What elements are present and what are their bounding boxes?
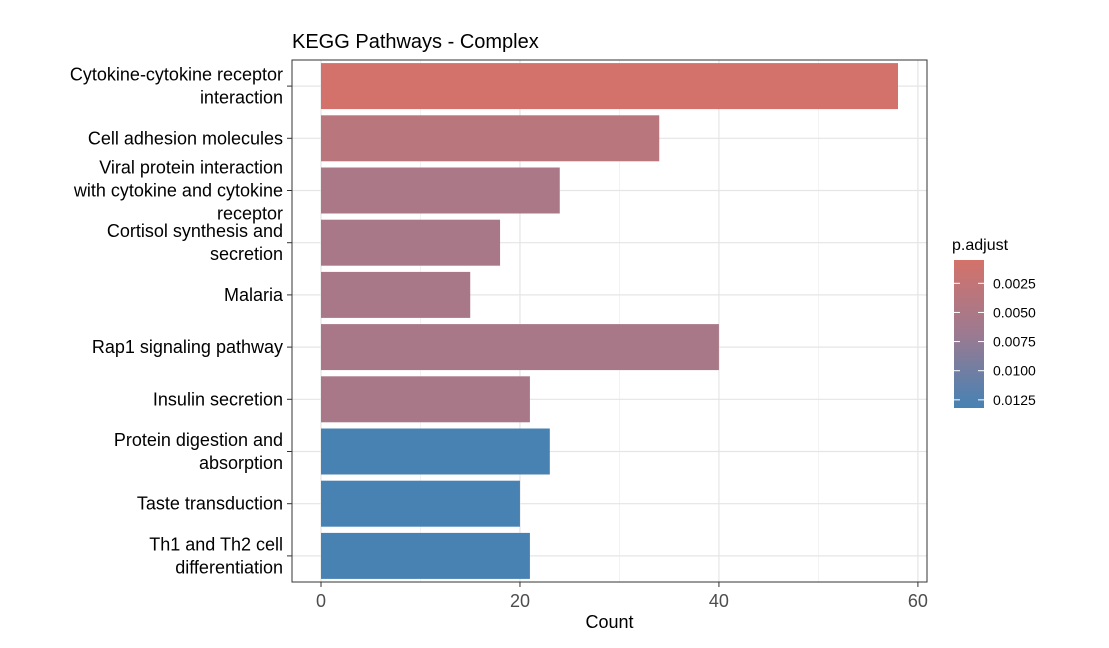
bar [321,219,501,266]
bar [321,376,530,423]
y-tick-label: Cortisol synthesis and secretion [107,221,283,264]
y-tick-label: Insulin secretion [153,389,283,409]
y-tick-label-line: differentiation [175,557,283,577]
y-tick-label-line: Insulin secretion [153,389,283,409]
x-axis: 0 20 40 60 [316,582,928,611]
y-tick-label: Rap1 signaling pathway [92,337,283,357]
y-tick-label-line: Cortisol synthesis and [107,221,283,241]
y-tick-label-line: with cytokine and cytokine [73,181,283,201]
y-tick-label-line: Viral protein interaction [99,158,283,178]
legend-title: p.adjust [952,237,1009,254]
y-tick-label: Th1 and Th2 cell differentiation [149,534,283,577]
bars [321,63,898,579]
y-tick-label-line: secretion [210,244,283,264]
colorbar-tick-label: 0.0050 [993,304,1036,320]
y-tick-label-line: Cytokine-cytokine receptor [70,65,283,85]
bar [321,324,719,371]
colorbar-tick-label: 0.0075 [993,334,1036,350]
plot-border [291,59,928,583]
y-tick-label-line: absorption [199,453,283,473]
y-tick-label-line: receptor [217,204,283,224]
x-tick-label: 0 [316,591,326,611]
x-axis-title: Count [585,612,633,632]
chart-title: KEGG Pathways - Complex [292,31,539,53]
y-tick-label-line: Malaria [224,285,284,305]
y-tick-label: Protein digestion and absorption [114,430,283,473]
x-tick-label: 20 [510,591,530,611]
color-legend: p.adjust 0.0025 0.0050 0.0075 0.0100 0.0125 [952,237,1036,408]
colorbar [954,260,984,408]
y-tick-label-line: Rap1 signaling pathway [92,337,283,357]
bar [321,167,560,214]
y-tick-label: Viral protein interaction with cytokine a… [73,158,283,224]
y-tick-label-line: Taste transduction [137,494,283,514]
y-tick-label-line: interaction [200,88,283,108]
y-tick-label: Malaria [224,285,284,305]
x-tick-label: 60 [908,591,928,611]
y-tick-label-line: Cell adhesion molecules [88,128,283,148]
bar [321,63,898,110]
y-tick-label: Cytokine-cytokine receptor interaction [70,65,283,108]
bar [321,428,550,475]
colorbar-tick-label: 0.0125 [993,392,1036,408]
y-tick-label-line: Th1 and Th2 cell [149,534,283,554]
bar [321,480,520,527]
bar [321,532,530,579]
y-tick-label-line: Protein digestion and [114,430,283,450]
y-tick-label: Taste transduction [137,494,283,514]
x-tick-label: 40 [709,591,729,611]
colorbar-tick-label: 0.0025 [993,275,1036,291]
colorbar-tick-label: 0.0100 [993,363,1036,379]
y-axis-labels: Cytokine-cytokine receptor interaction Cel… [70,65,292,577]
bar [321,271,471,318]
bar [321,115,660,162]
colorbar-ticks: 0.0025 0.0050 0.0075 0.0100 0.0125 [954,275,1036,408]
y-tick-label: Cell adhesion molecules [88,128,283,148]
